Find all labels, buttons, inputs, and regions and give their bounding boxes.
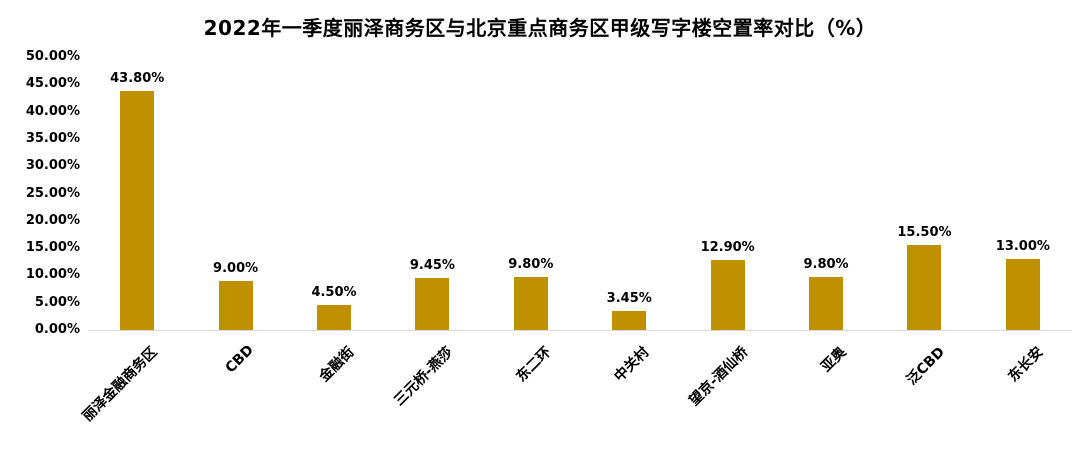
y-axis-tick-label: 5.00% [34,294,80,310]
x-axis-category-label: 望京-酒仙桥 [686,344,752,410]
x-axis-category-label: 中关村 [611,344,653,386]
bar [612,311,647,330]
bar-value-label: 9.80% [803,256,849,272]
bar [710,259,745,330]
y-axis-tick-label: 20.00% [25,212,80,228]
bar [415,278,450,330]
bar-column: 9.80% 东二环 [482,57,580,386]
bar [513,276,548,330]
bar [809,276,844,330]
bar-column: 9.00% CBD [186,57,284,376]
bar-column: 9.45% 三元桥-燕莎 [383,57,481,409]
y-axis-tick-label: 35.00% [25,130,80,146]
bar-column: 3.45% 中关村 [580,57,678,385]
bar-column: 13.00% 东长安 [974,57,1072,385]
bar-value-label: 43.80% [110,70,165,86]
bar [317,305,352,330]
x-axis-category-label: 东长安 [1005,344,1047,386]
bar-column: 4.50% 金融街 [285,57,383,385]
bar-column: 12.90% 望京-酒仙桥 [678,57,776,409]
plot-area: 43.80% 丽泽金融商务区 9.00% CBD 4.50% 金融街 9.45% 三元桥-燕莎… [80,57,1072,425]
bar-column: 15.50% 泛CBD [875,57,973,388]
y-axis-tick-label: 0.00% [34,322,80,337]
bar-value-label: 9.00% [213,260,259,276]
bar-column: 43.80% 丽泽金融商务区 [80,57,186,425]
x-axis-category-label: 亚奥 [818,344,850,376]
bar-value-label: 4.50% [311,285,357,301]
x-axis-category-label: 泛CBD [903,344,948,389]
bar-value-label: 13.00% [995,239,1050,255]
y-axis-tick-label: 10.00% [25,267,80,283]
bar-value-label: 12.90% [700,239,755,255]
chart-title: 2022年一季度丽泽商务区与北京重点商务区甲级写字楼空置率对比（%） [203,16,877,40]
bar-value-label: 3.45% [606,291,652,307]
y-axis-tick-label: 25.00% [25,185,80,201]
bar-value-label: 15.50% [897,225,952,241]
x-axis-category-label: 三元桥-燕莎 [390,344,456,410]
bar-column: 9.80% 亚奥 [777,57,875,376]
x-axis-category-label: 金融街 [316,344,358,386]
bar [120,90,155,330]
bar [907,245,942,330]
y-axis-tick-label: 50.00% [25,49,80,64]
x-axis-category-label: 东二环 [513,344,555,386]
bar [218,280,253,330]
y-axis-tick-label: 15.00% [25,240,80,256]
y-axis: 0.00% 5.00% 10.00% 15.00% 20.00% 25.00% 30.00%… [0,0,80,473]
y-axis-tick-label: 40.00% [25,103,80,119]
y-axis-tick-label: 45.00% [25,76,80,92]
bar [1005,259,1040,330]
bar-value-label: 9.45% [409,258,455,274]
x-axis-category-label: CBD [222,342,257,377]
x-axis-category-label: 丽泽金融商务区 [80,344,161,425]
y-axis-tick-label: 30.00% [25,158,80,174]
bar-value-label: 9.80% [508,256,554,272]
